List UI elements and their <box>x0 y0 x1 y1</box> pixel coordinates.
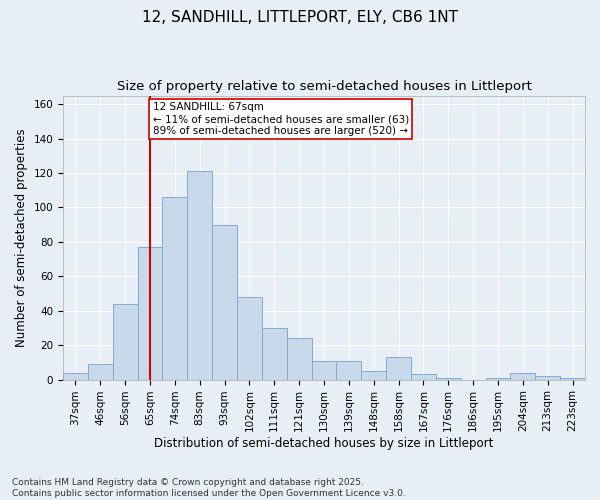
Bar <box>535 376 560 380</box>
Title: Size of property relative to semi-detached houses in Littleport: Size of property relative to semi-detach… <box>116 80 532 93</box>
Bar <box>287 338 311 380</box>
Bar <box>163 197 187 380</box>
Bar <box>88 364 113 380</box>
Text: Contains HM Land Registry data © Crown copyright and database right 2025.
Contai: Contains HM Land Registry data © Crown c… <box>12 478 406 498</box>
Bar <box>337 360 361 380</box>
Bar <box>411 374 436 380</box>
Bar <box>187 172 212 380</box>
X-axis label: Distribution of semi-detached houses by size in Littleport: Distribution of semi-detached houses by … <box>154 437 494 450</box>
Bar <box>63 372 88 380</box>
Y-axis label: Number of semi-detached properties: Number of semi-detached properties <box>15 128 28 347</box>
Bar <box>311 360 337 380</box>
Bar <box>137 247 163 380</box>
Text: 12, SANDHILL, LITTLEPORT, ELY, CB6 1NT: 12, SANDHILL, LITTLEPORT, ELY, CB6 1NT <box>142 10 458 25</box>
Bar <box>237 297 262 380</box>
Bar <box>262 328 287 380</box>
Bar <box>212 224 237 380</box>
Bar <box>511 372 535 380</box>
Bar <box>113 304 137 380</box>
Text: 12 SANDHILL: 67sqm
← 11% of semi-detached houses are smaller (63)
89% of semi-de: 12 SANDHILL: 67sqm ← 11% of semi-detache… <box>152 102 409 136</box>
Bar <box>560 378 585 380</box>
Bar <box>436 378 461 380</box>
Bar <box>361 371 386 380</box>
Bar <box>485 378 511 380</box>
Bar <box>386 357 411 380</box>
